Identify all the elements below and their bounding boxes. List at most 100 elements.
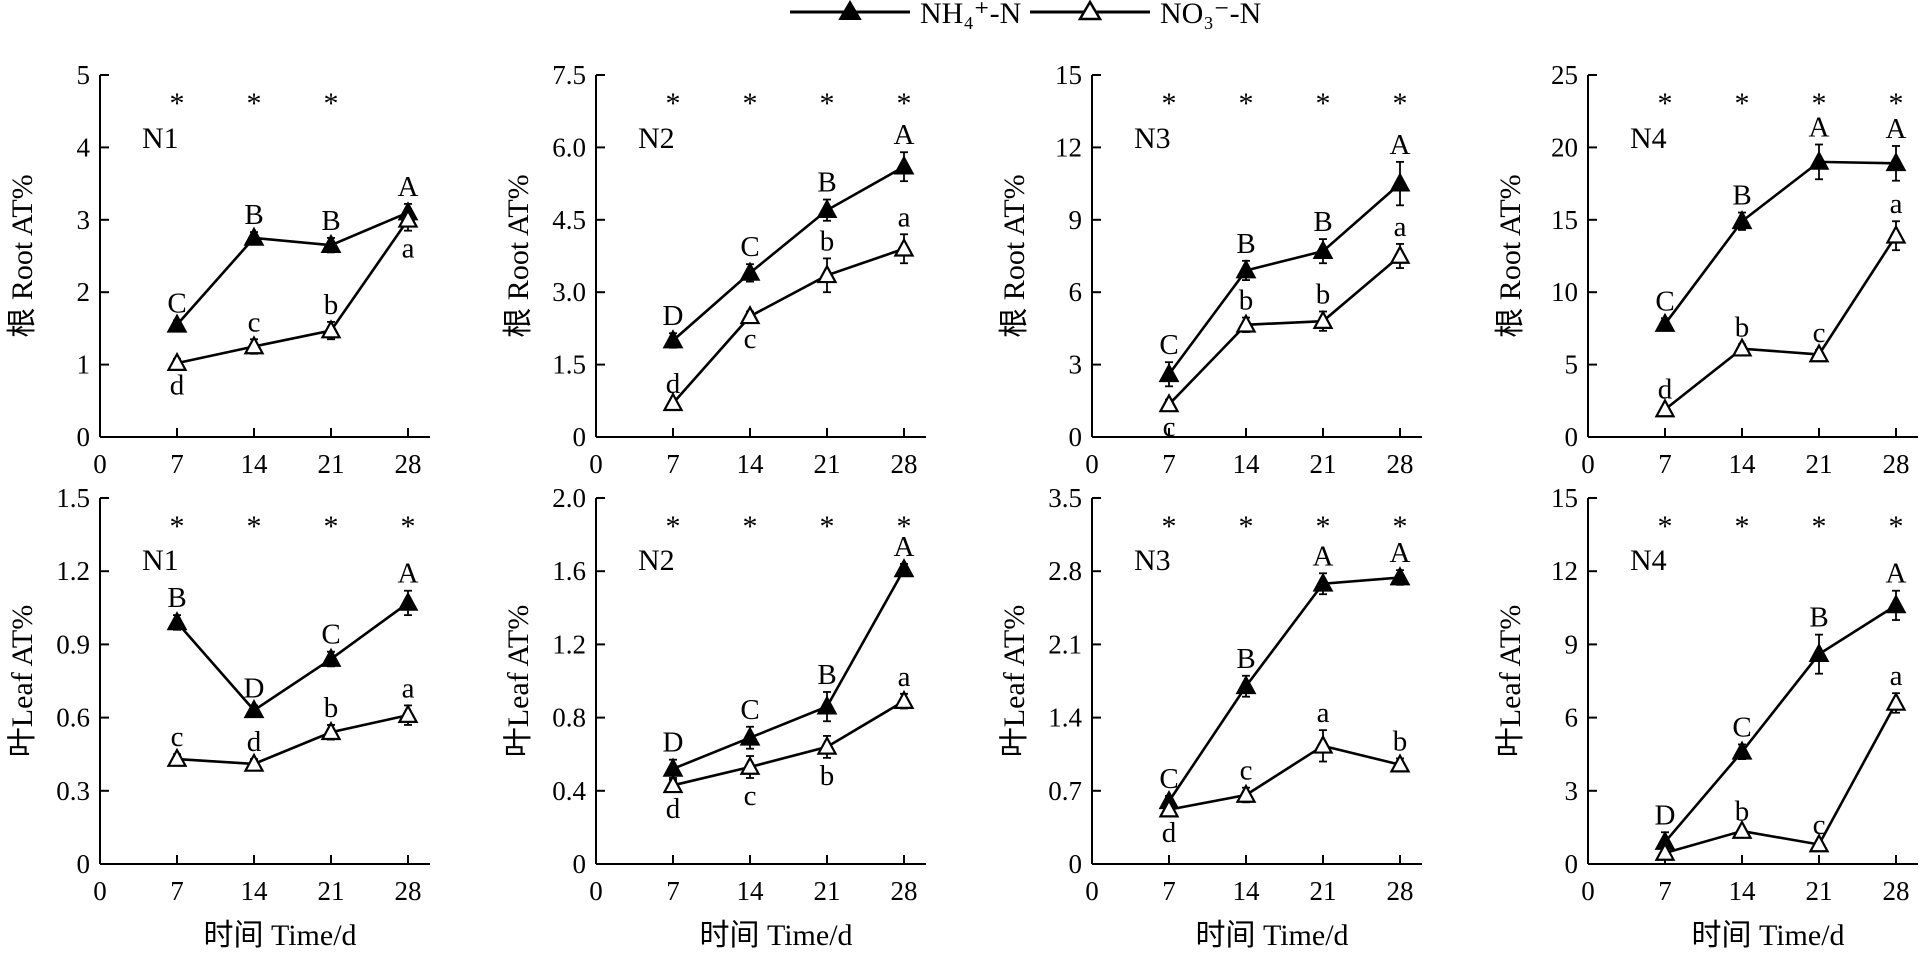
significance-mark: * bbox=[1316, 87, 1331, 120]
y-axis-label: 叶Leaf AT% bbox=[6, 605, 39, 757]
significance-mark: * bbox=[1162, 87, 1177, 120]
x-axis-label: 时间 Time/d bbox=[699, 919, 852, 952]
significance-mark: * bbox=[1239, 87, 1254, 120]
y-tick-label: 1.4 bbox=[1048, 703, 1082, 733]
y-tick-label: 5 bbox=[1565, 350, 1579, 380]
significance-letter: D bbox=[663, 727, 684, 759]
significance-letter: c bbox=[744, 780, 757, 812]
significance-mark: * bbox=[324, 510, 339, 543]
x-tick-label: 7 bbox=[666, 449, 680, 479]
y-tick-label: 12 bbox=[1055, 132, 1082, 162]
nh4-point bbox=[1235, 674, 1257, 695]
y-tick-label: 1.2 bbox=[552, 629, 586, 659]
nh4-point bbox=[816, 695, 838, 715]
y-tick-label: 9 bbox=[1069, 205, 1083, 235]
y-tick-label: 25 bbox=[1551, 60, 1578, 90]
significance-letter: B bbox=[1809, 602, 1828, 634]
nh4-point bbox=[1808, 642, 1830, 663]
significance-mark: * bbox=[1735, 87, 1750, 120]
y-axis-label: 叶Leaf AT% bbox=[998, 605, 1031, 757]
nh4-point bbox=[320, 647, 342, 667]
no3-point bbox=[1389, 244, 1411, 264]
significance-mark: * bbox=[743, 87, 758, 120]
x-axis-label: 时间 Time/d bbox=[1691, 919, 1844, 952]
significance-letter: a bbox=[1317, 697, 1330, 729]
panel-leaf-n1: 0 0.3 0.6 0.9 1.2 1.5 0 7 14 21 28 叶Leaf AT% 时间 Time… bbox=[6, 483, 430, 952]
panel-leaf-n2: 0 0.4 0.8 1.2 1.6 2.0 0 7 14 21 28 叶Leaf AT% 时间 Time… bbox=[502, 483, 926, 952]
no3-point bbox=[243, 335, 265, 355]
y-tick-label: 3.5 bbox=[1048, 483, 1082, 513]
significance-letter: b bbox=[1239, 285, 1254, 317]
x-tick-label: 0 bbox=[1085, 449, 1099, 479]
x-tick-label: 28 bbox=[891, 449, 918, 479]
significance-letter: b bbox=[1393, 725, 1408, 757]
significance-letter: b bbox=[1735, 796, 1750, 828]
y-tick-label: 1.5 bbox=[552, 350, 586, 380]
significance-letter: A bbox=[1886, 558, 1907, 590]
significance-letter: B bbox=[321, 205, 340, 237]
x-tick-label: 21 bbox=[1310, 876, 1337, 906]
y-tick-label: 2.0 bbox=[552, 483, 586, 513]
no3-point bbox=[1808, 833, 1830, 853]
y-tick-label: 4 bbox=[77, 132, 91, 162]
nh4-point bbox=[166, 611, 188, 631]
no3-point bbox=[1158, 393, 1180, 413]
nh4-point bbox=[739, 261, 761, 281]
x-tick-label: 21 bbox=[318, 876, 345, 906]
y-tick-label: 1.5 bbox=[56, 483, 90, 513]
significance-mark: * bbox=[247, 510, 262, 543]
significance-letter: d bbox=[247, 726, 262, 758]
significance-letter: C bbox=[321, 619, 340, 651]
y-tick-label: 0 bbox=[1069, 422, 1083, 452]
no3-point bbox=[166, 747, 188, 767]
y-tick-label: 6.0 bbox=[552, 132, 586, 162]
y-tick-label: 3.0 bbox=[552, 277, 586, 307]
significance-letter: b bbox=[820, 760, 835, 792]
x-tick-label: 0 bbox=[1085, 876, 1099, 906]
x-tick-label: 14 bbox=[1729, 876, 1757, 906]
significance-letter: c bbox=[1813, 809, 1826, 841]
nh4-point bbox=[1312, 572, 1334, 592]
y-tick-label: 9 bbox=[1565, 629, 1579, 659]
significance-mark: * bbox=[1889, 510, 1904, 543]
x-tick-label: 0 bbox=[589, 449, 603, 479]
x-tick-label: 14 bbox=[737, 876, 765, 906]
panel-label: N1 bbox=[142, 122, 179, 155]
y-axis-label: 叶Leaf AT% bbox=[1494, 605, 1527, 757]
panel-label: N2 bbox=[638, 122, 675, 155]
no3-point bbox=[1885, 691, 1907, 711]
significance-letter: A bbox=[1313, 540, 1334, 572]
no3-series-line bbox=[1168, 255, 1401, 406]
x-tick-label: 7 bbox=[1658, 876, 1672, 906]
significance-letter: b bbox=[820, 225, 835, 257]
y-axis-label: 根 Root AT% bbox=[6, 174, 39, 337]
no3-point bbox=[397, 208, 419, 228]
no3-point bbox=[739, 305, 761, 325]
y-tick-label: 2.1 bbox=[1048, 629, 1082, 659]
nh4-point bbox=[1731, 209, 1753, 230]
x-tick-label: 21 bbox=[318, 449, 345, 479]
significance-letter: a bbox=[402, 233, 415, 265]
significance-letter: c bbox=[1240, 755, 1253, 787]
y-tick-label: 3 bbox=[77, 205, 91, 235]
significance-letter: A bbox=[1886, 113, 1907, 145]
significance-letter: A bbox=[894, 119, 915, 151]
nh4-point bbox=[1158, 362, 1180, 383]
significance-mark: * bbox=[1658, 510, 1673, 543]
y-tick-label: 0.4 bbox=[552, 776, 586, 806]
nh4-series-line bbox=[1167, 182, 1401, 376]
no3-point bbox=[893, 689, 915, 709]
y-tick-label: 0.3 bbox=[56, 776, 90, 806]
nh4-series-line bbox=[672, 165, 905, 342]
x-tick-label: 7 bbox=[1162, 876, 1176, 906]
no3-point bbox=[1654, 398, 1676, 418]
significance-letter: b bbox=[1735, 311, 1750, 343]
nh4-point bbox=[320, 233, 342, 253]
y-tick-label: 3 bbox=[1565, 776, 1579, 806]
significance-mark: * bbox=[820, 510, 835, 543]
significance-letter: c bbox=[1163, 411, 1176, 443]
y-tick-label: 15 bbox=[1551, 483, 1578, 513]
panel-label: N4 bbox=[1630, 122, 1667, 155]
x-tick-label: 7 bbox=[1162, 449, 1176, 479]
